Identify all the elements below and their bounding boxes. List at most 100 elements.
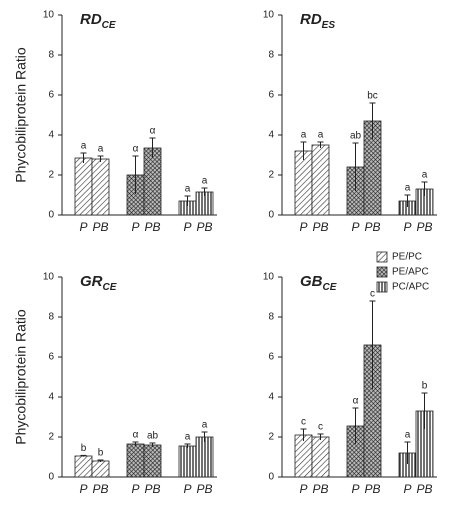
y-tick-label: 6 (48, 352, 54, 363)
y-tick-label: 2 (48, 170, 54, 181)
significance-label: c (370, 289, 375, 300)
x-tick-label: PB (364, 482, 380, 496)
x-tick-label: P (351, 482, 359, 496)
y-axis-label: Phycobiliprotein Ratio (13, 47, 29, 183)
y-tick-label: 6 (268, 352, 274, 363)
panel-title: GRCE (80, 273, 117, 293)
x-tick-label: P (351, 220, 359, 234)
x-tick-label: PB (416, 482, 432, 496)
legend-label: PC/APC (392, 282, 429, 293)
x-tick-label: PB (196, 482, 212, 496)
y-tick-label: 2 (268, 170, 274, 181)
y-tick-label: 0 (48, 210, 54, 221)
legend-swatch (376, 266, 388, 278)
y-tick-label: 8 (268, 312, 274, 323)
title-sub: CE (102, 20, 116, 31)
x-tick-label: PB (92, 482, 108, 496)
title-sub: ES (322, 20, 336, 31)
x-tick-label: P (183, 220, 191, 234)
title-sub: CE (103, 282, 117, 293)
x-tick-label: PB (144, 220, 160, 234)
significance-label: α (150, 126, 156, 137)
significance-label: α (133, 144, 139, 155)
title-sub: CE (323, 282, 337, 293)
x-tick-label: PB (196, 220, 212, 234)
bar (143, 444, 162, 478)
panel-title: RDES (300, 11, 335, 31)
x-tick-label: P (79, 482, 87, 496)
significance-label: α (133, 430, 139, 441)
y-tick-label: 8 (48, 50, 54, 61)
title-main: GB (300, 273, 323, 290)
y-tick-label: 2 (48, 432, 54, 443)
significance-label: a (202, 176, 208, 187)
x-tick-label: P (403, 482, 411, 496)
bar (91, 158, 110, 216)
y-tick-label: 0 (48, 472, 54, 483)
significance-label: a (202, 420, 208, 431)
significance-label: a (185, 432, 191, 443)
bar (126, 443, 145, 478)
x-tick-label: P (131, 220, 139, 234)
significance-label: bc (367, 91, 378, 102)
significance-label: a (185, 184, 191, 195)
bar (178, 445, 197, 478)
x-tick-label: PB (92, 220, 108, 234)
title-main: GR (80, 273, 103, 290)
significance-label: ab (350, 131, 362, 142)
significance-label: c (301, 417, 306, 428)
bar (311, 144, 330, 216)
x-tick-label: PB (144, 482, 160, 496)
significance-label: b (422, 381, 428, 392)
x-tick-label: P (403, 220, 411, 234)
bar (74, 455, 93, 478)
y-tick-label: 10 (43, 10, 55, 21)
bar (294, 434, 313, 478)
significance-label: a (318, 130, 324, 141)
x-tick-label: PB (364, 220, 380, 234)
x-tick-label: P (131, 482, 139, 496)
y-tick-label: 4 (268, 130, 274, 141)
x-tick-label: P (183, 482, 191, 496)
significance-label: a (98, 144, 104, 155)
x-tick-label: P (299, 220, 307, 234)
bar (294, 150, 313, 216)
x-tick-label: PB (312, 220, 328, 234)
legend-swatch (376, 251, 388, 263)
y-tick-label: 10 (263, 10, 275, 21)
y-axis-label: Phycobiliprotein Ratio (13, 309, 29, 445)
bar (195, 436, 214, 478)
y-tick-label: 0 (268, 472, 274, 483)
y-tick-label: 6 (268, 90, 274, 101)
significance-label: a (301, 130, 307, 141)
bar (143, 147, 162, 216)
legend-swatch (376, 281, 388, 293)
y-tick-label: 4 (48, 130, 54, 141)
title-main: RD (300, 11, 322, 28)
y-tick-label: 4 (268, 392, 274, 403)
bar (91, 460, 110, 478)
significance-label: a (422, 170, 428, 181)
legend-label: PE/PC (392, 252, 422, 263)
y-tick-label: 0 (268, 210, 274, 221)
x-tick-label: PB (312, 482, 328, 496)
significance-label: a (405, 430, 411, 441)
panel-title: GBCE (300, 273, 337, 293)
panel-title: RDCE (80, 11, 116, 31)
y-tick-label: 10 (263, 272, 275, 283)
bar (311, 436, 330, 478)
legend-label: PE/APC (392, 267, 429, 278)
y-tick-label: 8 (268, 50, 274, 61)
y-tick-label: 4 (48, 392, 54, 403)
y-tick-label: 6 (48, 90, 54, 101)
significance-label: c (318, 422, 323, 433)
x-tick-label: P (299, 482, 307, 496)
y-tick-label: 10 (43, 272, 55, 283)
y-tick-label: 2 (268, 432, 274, 443)
y-tick-label: 8 (48, 312, 54, 323)
significance-label: α (353, 396, 359, 407)
x-tick-label: PB (416, 220, 432, 234)
title-main: RD (80, 11, 102, 28)
bar (74, 157, 93, 216)
